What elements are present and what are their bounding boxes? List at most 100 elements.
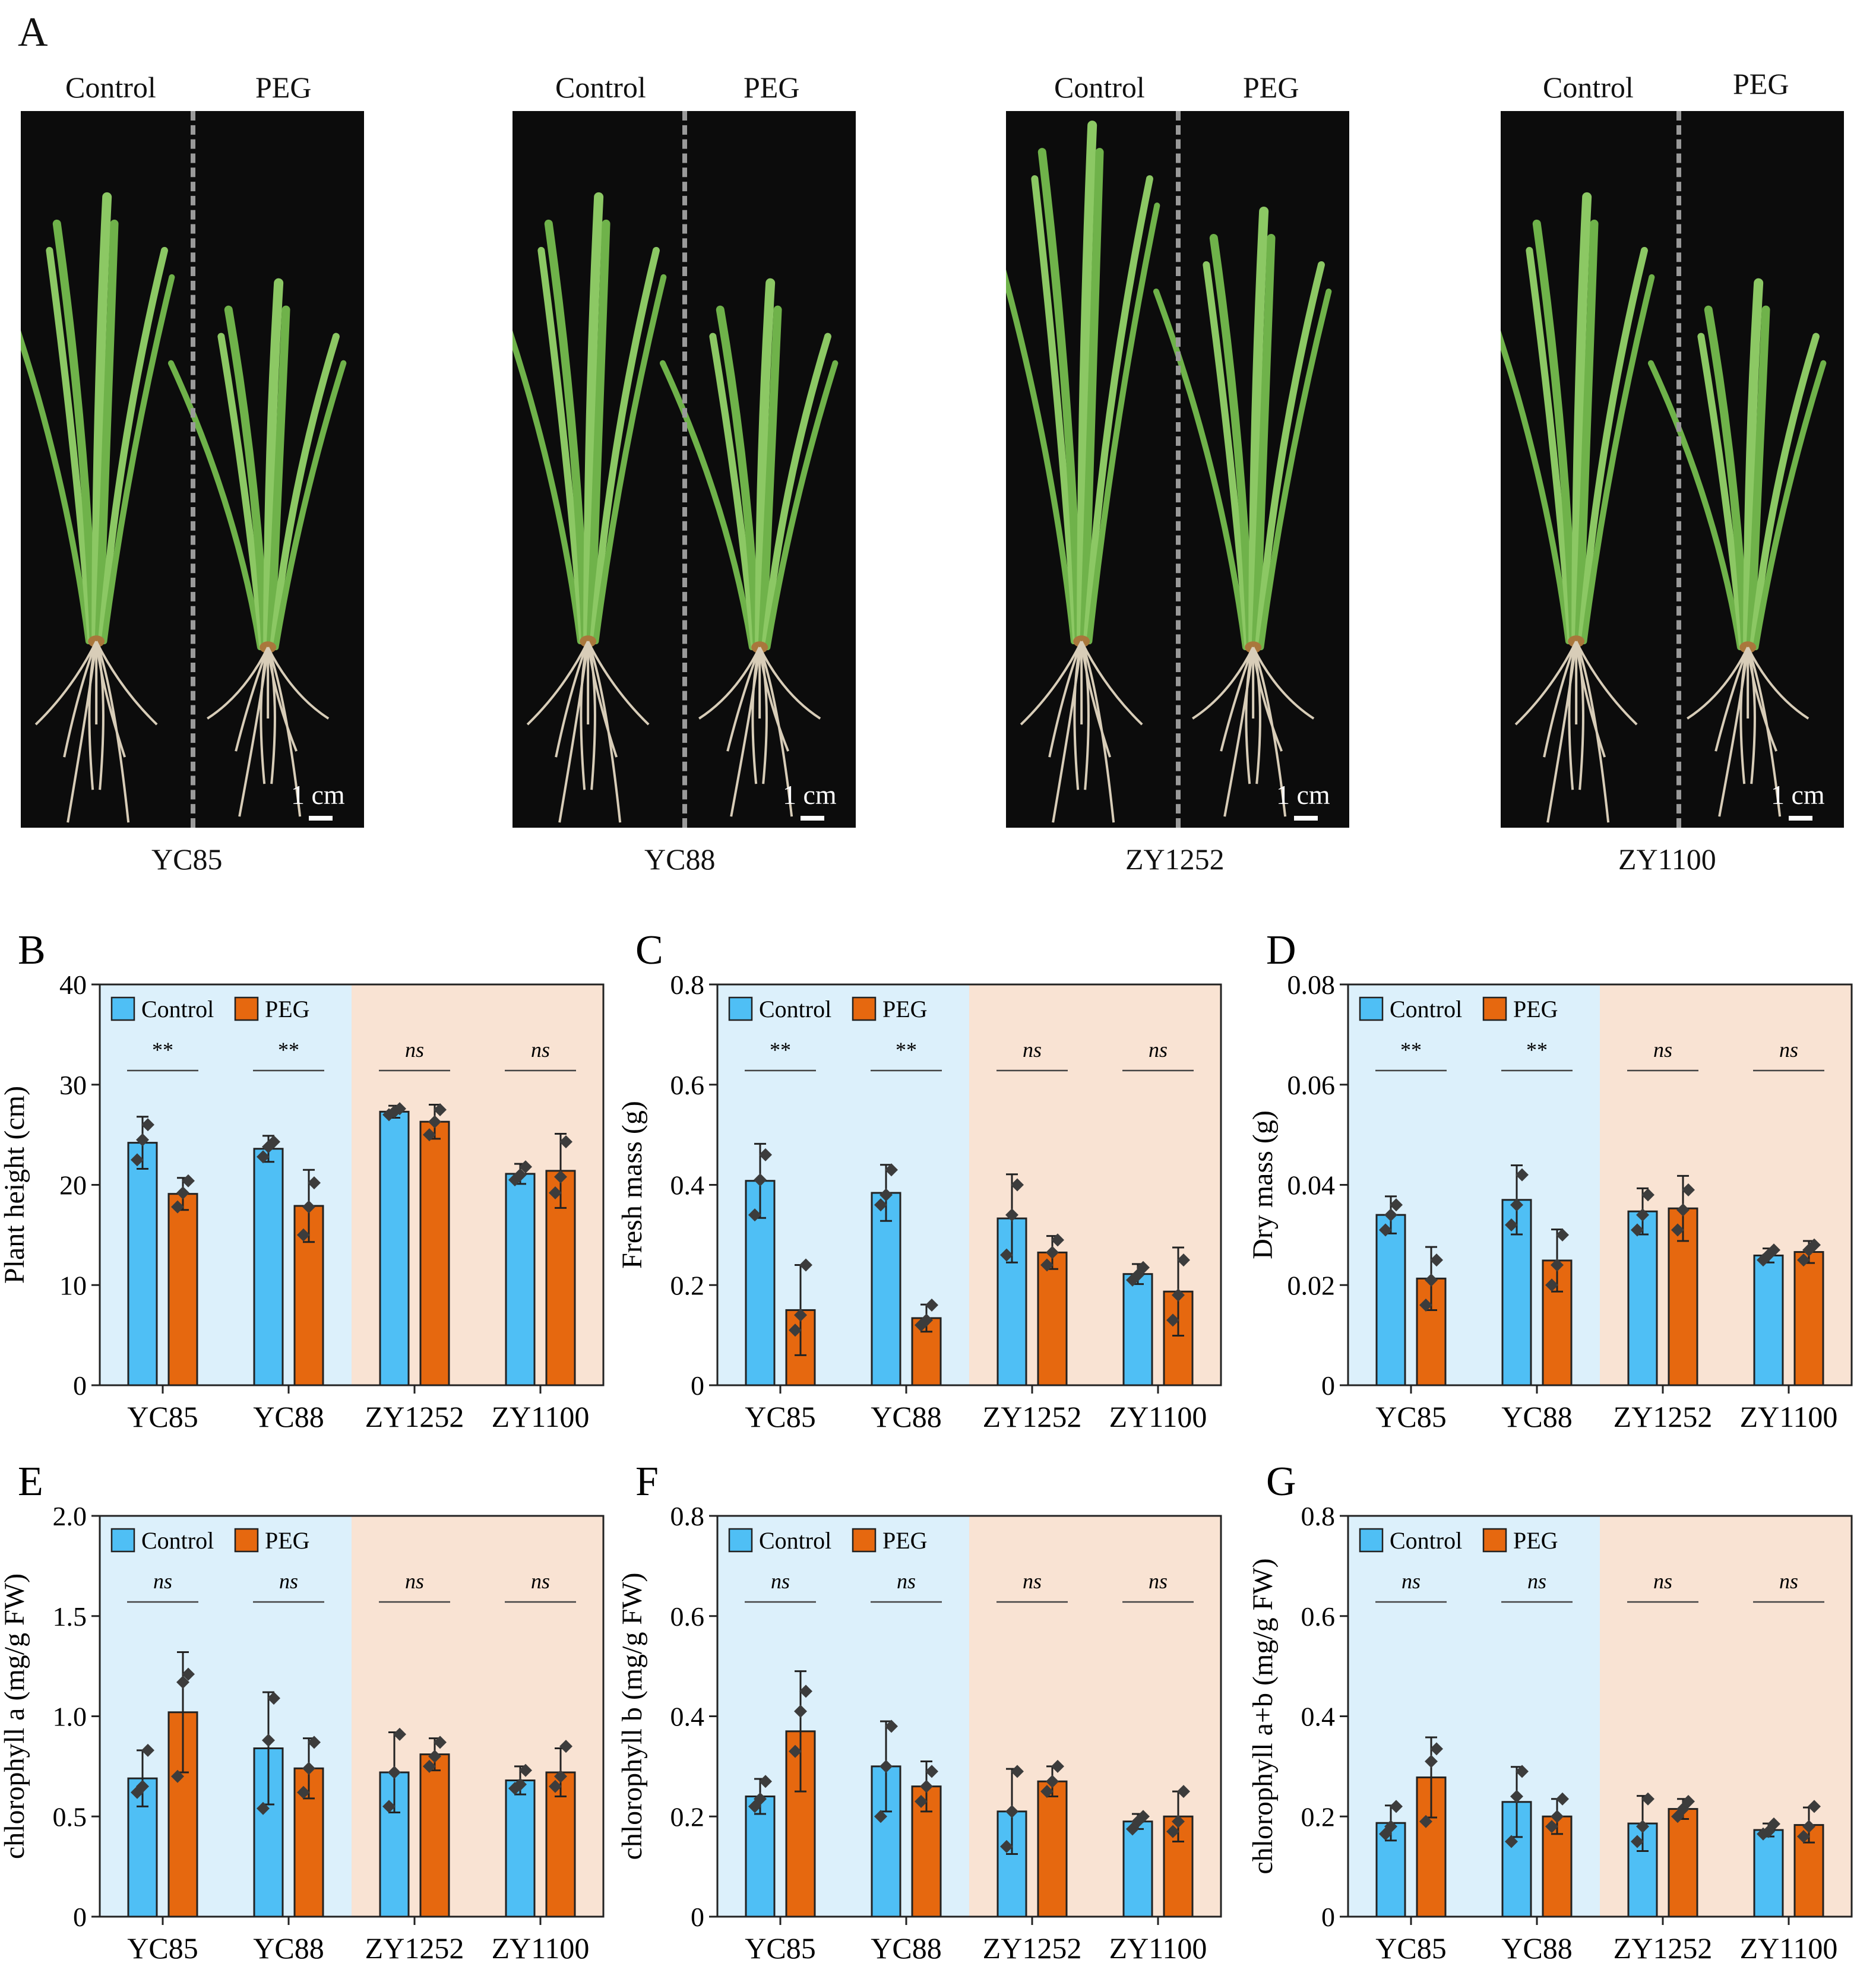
data-point (1137, 1261, 1150, 1274)
bar-control-zy1252 (379, 1110, 410, 1386)
y-tick-label: 0.6 (670, 1070, 705, 1100)
photo-3-peg-label: PEG (1243, 71, 1299, 104)
y-tick-label: 0.04 (1287, 1170, 1336, 1201)
data-point (393, 1727, 406, 1741)
leaf (1532, 219, 1578, 646)
root (587, 641, 596, 790)
seed (260, 641, 277, 654)
leaf (21, 330, 91, 645)
leaf (586, 219, 610, 646)
data-point (759, 1775, 772, 1788)
data-point (1166, 1825, 1179, 1838)
y-tick-label: 0.6 (670, 1601, 705, 1632)
plant-drawing (1006, 121, 1332, 823)
y-tick-label: 0 (691, 1902, 704, 1932)
data-point (915, 1794, 928, 1808)
data-point (1556, 1228, 1569, 1242)
y-tick-label: 30 (59, 1070, 87, 1100)
root (526, 641, 589, 726)
leaf (758, 305, 782, 652)
x-tick-label: ZY1252 (365, 1931, 464, 1965)
y-tick-label: 1.0 (53, 1702, 87, 1732)
root (1220, 647, 1255, 752)
data-point (1390, 1800, 1403, 1813)
bar-control-zy1252 (1627, 1210, 1658, 1386)
data-point (1767, 1243, 1780, 1257)
photo-divider (682, 111, 687, 828)
significance-label: ** (1400, 1038, 1422, 1062)
x-tick-label: YC85 (1375, 1931, 1446, 1965)
root (1080, 641, 1115, 823)
data-point (1384, 1208, 1397, 1222)
x-tick-label: YC88 (253, 1400, 324, 1433)
bar-control-zy1100 (505, 1779, 536, 1918)
data-point (519, 1160, 532, 1174)
y-tick-label: 0.4 (670, 1170, 705, 1201)
bar-control-zy1100 (1122, 1820, 1153, 1918)
x-tick-label: ZY1100 (1740, 1400, 1838, 1433)
scale-bar-label: 1 cm (783, 780, 837, 810)
root (1514, 641, 1577, 726)
y-tick-label: 0 (73, 1370, 87, 1401)
leaf (1037, 148, 1083, 646)
data-point (1682, 1794, 1695, 1808)
leaf (1752, 360, 1827, 651)
panel-letter-e: E (18, 1459, 43, 1505)
leaf (1704, 305, 1750, 652)
y-axis-label: chlorophyll a (mg/g FW) (0, 1573, 30, 1859)
leaf (1697, 333, 1747, 651)
legend-label-control: Control (1390, 996, 1462, 1022)
plant-photo-zy1252: 1 cm (1006, 111, 1349, 828)
bar-peg-zy1252 (1668, 1808, 1698, 1918)
data-point (559, 1740, 572, 1753)
root (730, 647, 761, 817)
data-point (1671, 1223, 1684, 1237)
data-point (423, 1759, 436, 1773)
data-point (1040, 1785, 1054, 1798)
plant-photo-yc88: 1 cm (513, 111, 856, 828)
scale-bar (1789, 816, 1812, 821)
x-tick-label: ZY1100 (492, 1400, 590, 1433)
root (1546, 641, 1578, 823)
significance-label: ** (278, 1038, 299, 1062)
data-point (1177, 1785, 1190, 1798)
data-point (1425, 1273, 1438, 1287)
photo-4-genotype-label: ZY1100 (1618, 843, 1716, 876)
data-point (136, 1779, 149, 1793)
leaf (273, 360, 347, 651)
data-point (514, 1168, 527, 1182)
root (1252, 647, 1287, 817)
leaf (1203, 261, 1252, 651)
photo-2-peg-label: PEG (744, 71, 800, 104)
significance-label: ns (279, 1569, 298, 1593)
significance-label: ns (405, 1038, 424, 1062)
leaf (1153, 288, 1248, 651)
scale-bar-label: 1 cm (291, 780, 345, 810)
leaf (263, 278, 284, 653)
legend-swatch-control (110, 1528, 135, 1553)
y-axis-label: chlorophyll b (mg/g FW) (616, 1573, 648, 1860)
data-point (748, 1208, 761, 1222)
x-tick-label: ZY1252 (983, 1931, 1082, 1965)
leaf (583, 192, 604, 647)
photo-1-peg-label: PEG (255, 71, 312, 104)
photo-divider (191, 111, 195, 828)
leaf (709, 333, 758, 651)
data-point (388, 1766, 401, 1779)
data-point (789, 1323, 802, 1337)
x-tick-label: YC88 (1501, 1931, 1572, 1965)
data-point (1137, 1810, 1150, 1823)
bar-control-yc88 (253, 1148, 284, 1386)
data-point (176, 1676, 189, 1689)
leaf (1574, 219, 1599, 646)
leaf (544, 219, 590, 646)
y-tick-label: 10 (59, 1270, 87, 1300)
data-point (880, 1759, 893, 1773)
root (34, 641, 97, 726)
y-tick-label: 40 (59, 970, 87, 1000)
root (758, 647, 768, 784)
significance-label: ns (531, 1569, 550, 1593)
x-tick-label: ZY1252 (983, 1400, 1082, 1433)
photo-4-control-label: Control (1543, 71, 1634, 104)
bar-peg-zy1252 (1037, 1251, 1068, 1386)
